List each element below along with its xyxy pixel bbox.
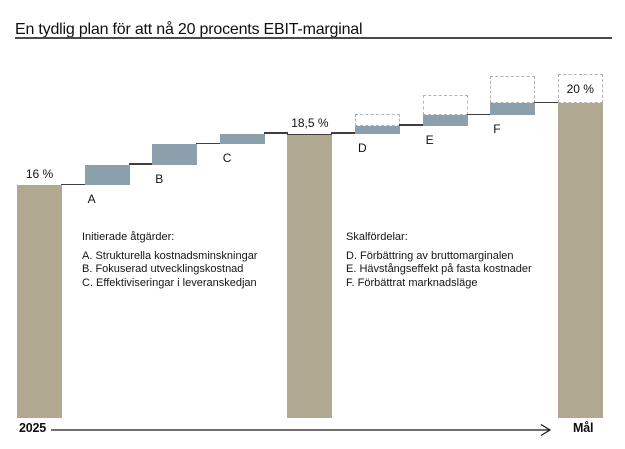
step-bar xyxy=(355,125,400,134)
step-bar xyxy=(422,115,468,126)
timeline-arrow-icon xyxy=(51,423,552,437)
note-item-c: C. Effektiviseringar i leveranskedjan xyxy=(82,276,257,289)
pillar-bar xyxy=(17,185,62,418)
note-item-f: F. Förbättrat marknadsläge xyxy=(346,276,478,289)
scale-benefits-note: Skalfördelar: D. Förbättring av bruttoma… xyxy=(346,231,532,290)
connector-line xyxy=(399,124,424,126)
step-letter-label: A xyxy=(87,192,96,206)
page-title: En tydlig plan för att nå 20 procents EB… xyxy=(15,20,363,38)
step-letter-label: D xyxy=(358,140,367,155)
step-letter-label: E xyxy=(425,132,434,147)
pillar-value-label: 18,5 % xyxy=(291,115,329,130)
connector-line xyxy=(263,132,289,134)
step-bar xyxy=(219,133,265,144)
note-item-e: E. Hävstångseffekt på fasta kostnader xyxy=(346,263,532,275)
title-rule xyxy=(15,37,612,39)
step-letter-label: C xyxy=(222,151,232,165)
potential-upside-box xyxy=(355,114,400,126)
pillar-bar xyxy=(557,103,603,418)
timeline-end-label: Mål xyxy=(573,421,594,435)
connector-line xyxy=(128,163,154,165)
potential-upside-box: 20 % xyxy=(557,74,603,103)
step-bar xyxy=(152,144,198,165)
connector-line xyxy=(331,132,356,134)
initiatives-note: Initierade åtgärder: A. Strukturella kos… xyxy=(82,231,257,290)
connector-line xyxy=(466,113,492,116)
pillar-bar xyxy=(287,133,333,418)
note-item-d: D. Förbättring av bruttomarginalen xyxy=(346,249,514,262)
pillar-value-label: 16 % xyxy=(25,167,54,181)
note-item-a: A. Strukturella kostnadsminskningar xyxy=(82,249,258,262)
step-letter-label: F xyxy=(493,122,501,137)
connector-line xyxy=(196,142,221,144)
connector-line xyxy=(534,101,559,103)
timeline-start-label: 2025 xyxy=(19,421,47,435)
step-letter-label: B xyxy=(155,171,164,186)
step-bar xyxy=(84,164,130,185)
step-bar xyxy=(490,103,536,116)
note-item-b: B. Fokuserad utvecklingskostnad xyxy=(82,263,244,275)
connector-line xyxy=(61,183,86,185)
potential-upside-box xyxy=(422,94,468,116)
note-header: Initierade åtgärder: xyxy=(82,231,175,243)
note-header: Skalfördelar: xyxy=(346,231,408,243)
potential-upside-box xyxy=(490,76,536,103)
